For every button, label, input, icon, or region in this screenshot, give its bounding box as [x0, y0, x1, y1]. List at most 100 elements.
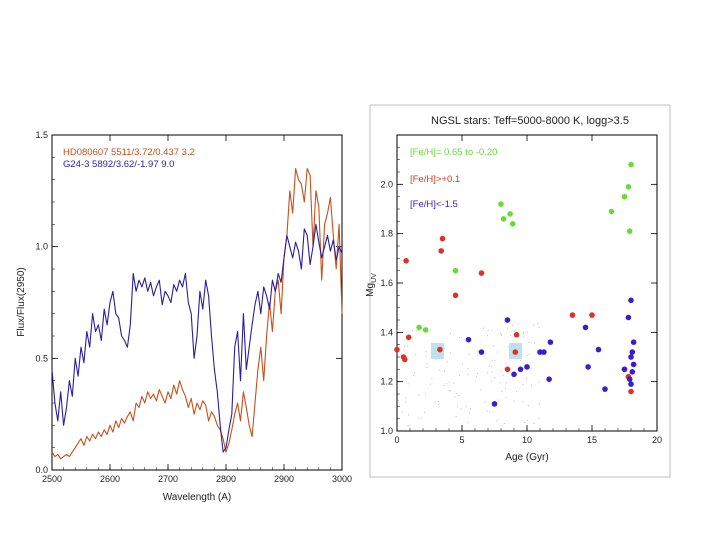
scatter-point-series-2 [439, 235, 446, 242]
noise-dot [500, 333, 502, 335]
noise-dot [426, 367, 428, 369]
noise-dot [460, 408, 462, 410]
noise-dot [522, 336, 524, 338]
spectrum-x-tick-label: 2900 [274, 474, 294, 484]
noise-dot [523, 367, 525, 369]
noise-dot [507, 346, 509, 348]
noise-dot [494, 359, 496, 361]
noise-dot [506, 327, 508, 329]
spectrum-series-line-1 [51, 167, 343, 460]
scatter-point-series-1 [628, 161, 634, 168]
noise-dot [497, 399, 499, 401]
spectrum-x-tick-label: 2800 [216, 474, 236, 484]
scatter-point-series-3 [547, 339, 554, 346]
noise-dot [526, 355, 528, 356]
noise-dot [487, 372, 489, 374]
noise-dot [512, 324, 513, 326]
spectrum-x-tick-label: 2600 [100, 474, 120, 484]
noise-dot [468, 354, 470, 356]
noise-dot [488, 411, 490, 413]
noise-dot [412, 330, 414, 332]
noise-dot [412, 340, 414, 342]
scatter-point-series-3 [626, 376, 633, 383]
scatter-point-series-2 [452, 292, 459, 299]
scatter-point-series-2 [569, 312, 576, 318]
noise-dot [455, 393, 457, 394]
scatter-point-series-3 [630, 361, 637, 368]
noise-dot [469, 412, 471, 414]
noise-dot [505, 363, 507, 365]
spectrum-x-tick-label: 2500 [42, 474, 62, 484]
scatter-point-series-2 [438, 248, 445, 254]
noise-dot [505, 382, 507, 384]
noise-dot [483, 327, 484, 329]
noise-dot [430, 383, 432, 385]
noise-dot [484, 401, 486, 403]
scatter-point-series-1 [498, 201, 504, 207]
spectrum-x-tick-label: 2700 [158, 474, 178, 484]
noise-dot [467, 367, 469, 369]
noise-dot [414, 372, 416, 374]
scatter-x-tick-label: 5 [459, 435, 464, 445]
noise-dot [418, 394, 420, 396]
scatter-legend-entry-1: [Fe/H]= 0.65 to -0.20 [410, 147, 497, 158]
noise-dot [502, 374, 504, 376]
noise-dot [446, 383, 448, 385]
scatter-point-series-1 [422, 327, 429, 333]
scatter-axes: 0 5 10 15 20 1.0 1.2 1.4 1.6 1.8 2.0 [380, 134, 662, 445]
scatter-y-axis-label-main: Mg [365, 283, 376, 297]
noise-dot [437, 403, 439, 405]
noise-dot [430, 329, 431, 331]
noise-dot [407, 425, 409, 427]
noise-dot [503, 422, 505, 424]
noise-dot [443, 385, 445, 386]
noise-dot [526, 419, 528, 421]
noise-dot [415, 354, 417, 356]
scatter-point-series-1 [500, 216, 507, 222]
noise-dot [425, 355, 427, 357]
scatter-point-series-2 [402, 356, 408, 363]
scatter-point-series-3 [621, 366, 628, 373]
scatter-point-series-2 [513, 332, 520, 338]
noise-dot [510, 334, 512, 336]
noise-dot [459, 337, 460, 338]
noise-dot [449, 390, 451, 392]
noise-dot [455, 416, 457, 418]
scatter-point-series-1 [509, 221, 516, 227]
noise-dot [426, 363, 428, 365]
scatter-title: NGSL stars: Teff=5000-8000 K, logg>3.5 [431, 115, 629, 127]
background-noise-dots [396, 322, 540, 427]
scatter-point-series-3 [585, 364, 591, 370]
noise-dot [434, 402, 436, 404]
scatter-point-series-3 [628, 297, 634, 304]
noise-dot [513, 400, 515, 402]
scatter-point-series-3 [524, 364, 530, 370]
scatter-point-series-3 [504, 317, 511, 323]
scatter-point-series-3 [582, 324, 589, 331]
noise-dot [450, 332, 451, 334]
noise-dot [522, 384, 524, 386]
noise-dot [470, 408, 472, 410]
scatter-point-series-1 [608, 208, 615, 215]
noise-dot [459, 375, 461, 377]
scatter-point-series-3 [629, 349, 636, 355]
noise-dot [523, 333, 524, 335]
noise-dot [491, 371, 493, 373]
spectrum-y-axis-label: Flux/Flux(2950) [16, 267, 27, 336]
noise-dot [467, 374, 469, 376]
scatter-point-series-3 [511, 371, 517, 378]
noise-dot [404, 397, 406, 399]
age-scatter-panel: NGSL stars: Teff=5000-8000 K, logg>3.5 0… [365, 104, 671, 478]
noise-dot [424, 411, 425, 413]
scatter-point-series-2 [405, 334, 412, 341]
scatter-point-series-2 [512, 349, 519, 355]
noise-dot [431, 378, 433, 380]
noise-dot [424, 393, 426, 395]
noise-dot [524, 421, 526, 423]
noise-dot [526, 331, 528, 333]
noise-dot [457, 395, 459, 396]
noise-dot [516, 391, 518, 393]
noise-dot [439, 369, 441, 371]
noise-dot [500, 370, 502, 372]
